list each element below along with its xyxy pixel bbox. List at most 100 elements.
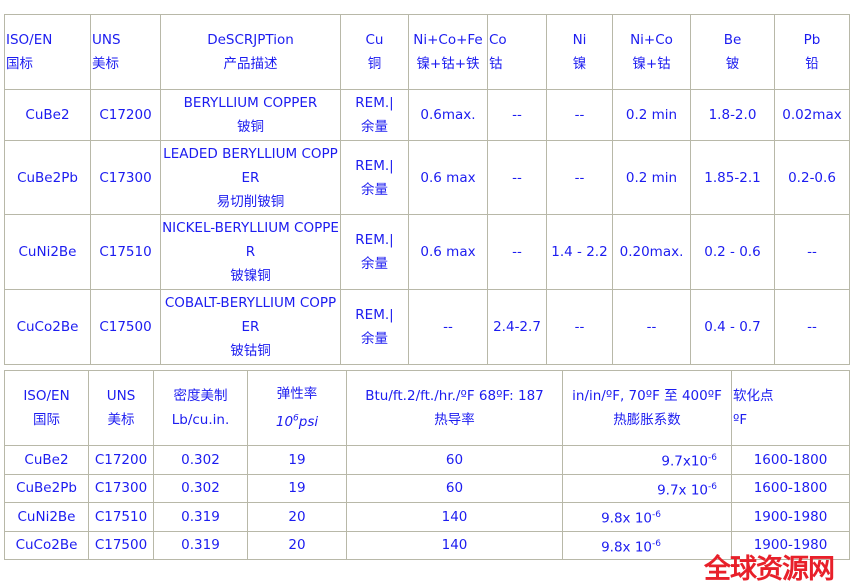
header-text: Ni+Co+Fe 镍+钴+铁 [413, 32, 483, 72]
cell-text: 0.02max [782, 107, 842, 123]
table-cell: 0.302 [153, 473, 248, 503]
table-cell: CuCo2Be [4, 530, 89, 560]
column-header: 弹性率 106psi [247, 370, 347, 446]
table-cell: C17200 [88, 445, 154, 475]
cell-text: CuNi2Be [18, 244, 77, 260]
exponent: -6 [652, 510, 661, 520]
cell-text-1: 易切削铍铜 [216, 193, 285, 210]
cell-text: -- [807, 319, 817, 335]
header-text: Ni+Co [630, 32, 673, 48]
table-cell: 60 [346, 473, 563, 503]
table-row: CuNi2Be C17510 NICKEL-BERYLLIUM COPPER 铍镍铜 R… [4, 214, 850, 290]
table-row: CuBe2 C17200 0.302 19 60 9.7x10-6 1600-1800 [4, 445, 850, 475]
table-row: CuBe2Pb C17300 LEADED BERYLLIUM COPPER 易切削铍… [4, 140, 850, 215]
table-cell: COBALT-BERYLLIUM COPPER 铍钴铜 [160, 289, 341, 365]
cell-text: -- [646, 319, 657, 335]
table-cell: -- [546, 140, 613, 215]
cell-text: 9.7x10 [661, 453, 709, 470]
cell-text: 1.8-2.0 [708, 107, 757, 123]
cell-text: CuBe2 [24, 451, 69, 468]
exponent: -6 [652, 538, 661, 549]
cell-text: C17500 [94, 537, 148, 554]
header-text: 国际 [33, 412, 60, 428]
cell-text: 0.302 [181, 480, 220, 497]
cell-text: 0.319 [181, 537, 220, 554]
table-cell: CuBe2Pb [4, 473, 89, 503]
header-text: 10 [275, 413, 294, 430]
column-header: 密度美制 Lb/cu.in. [153, 370, 248, 446]
table-cell: -- [408, 289, 488, 365]
cell-text: -- [443, 319, 453, 335]
header-text: Lb/cu.in. [171, 412, 230, 428]
table-cell: 0.2-0.6 [774, 140, 850, 215]
column-header: Co 钴 [487, 14, 547, 90]
table-cell: 0.6 max [408, 140, 488, 215]
header-text: 产品描述 [223, 56, 278, 72]
header-text: ºF [733, 412, 748, 428]
cell-text: CuCo2Be [15, 537, 78, 554]
table-cell: -- [774, 289, 850, 365]
table-cell: 19 [247, 473, 347, 503]
cell-text: CuBe2Pb [16, 480, 77, 497]
table-cell: 140 [346, 502, 563, 532]
cell-text: 20 [288, 537, 306, 554]
cell-text: C17300 [99, 169, 152, 186]
table-cell: 20 [247, 502, 347, 532]
header-text: UNS [92, 32, 121, 48]
table-cell: REM.|余量 [340, 140, 409, 215]
table-cell: -- [487, 89, 547, 141]
table-cell: C17510 [88, 502, 154, 532]
cell-text: C17300 [94, 480, 148, 497]
header-text: ISO/EN [6, 32, 53, 48]
header-text: DeSCRJPTion [207, 32, 294, 48]
cell-text: 1900-1980 [753, 508, 828, 525]
header-text: 镍 [572, 56, 587, 72]
header-text: psi [298, 413, 319, 430]
header-text: Cu [365, 32, 384, 48]
table-cell: NICKEL-BERYLLIUM COPPER 铍镍铜 [160, 214, 341, 290]
table-cell: 1600-1800 [731, 445, 850, 475]
cell-text: -- [574, 107, 585, 123]
cell-text: 1900-1980 [753, 537, 828, 554]
cell-text: C17510 [99, 244, 152, 260]
table-cell: 9.7x 10-6 [562, 473, 732, 503]
header-text: Ni [572, 32, 587, 48]
table-cell: 1.8-2.0 [690, 89, 775, 141]
cell-text: 140 [441, 537, 468, 554]
header-text: 密度美制 [173, 388, 228, 404]
table-cell: 1.4 - 2.2 [546, 214, 613, 290]
column-header: Ni 镍 [546, 14, 613, 90]
cell-text-1: 铍镍铜 [230, 268, 271, 284]
table-cell: LEADED BERYLLIUM COPPER 易切削铍铜 [160, 140, 341, 215]
cell-text: 9.8x 10 [601, 510, 653, 527]
table-cell: CuNi2Be [4, 502, 89, 532]
table-cell: C17500 [88, 530, 154, 560]
header-text: 国标 [6, 56, 33, 72]
table-cell: -- [774, 214, 850, 290]
table-cell: 0.02max [774, 89, 850, 141]
table-cell: 0.319 [153, 530, 248, 560]
cell-text: 20 [288, 508, 306, 525]
cell-text: 0.319 [181, 508, 220, 525]
table-cell: 1900-1980 [731, 502, 850, 532]
column-header: Ni+Co+Fe 镍+钴+铁 [408, 14, 488, 90]
cu-content: REM.|余量 [355, 232, 394, 272]
header-text: ISO/EN [23, 388, 70, 404]
header-text: 软化点 [733, 388, 774, 404]
cell-text: -- [574, 319, 585, 335]
table-cell: 0.2 min [612, 89, 691, 141]
composition-table: ISO/EN 国标 UNS 美标 DeSCRJPTion 产品描述 Cu 铜 Ni+Co+Fe … [4, 14, 850, 365]
table-cell: 0.4 - 0.7 [690, 289, 775, 365]
cell-text: 0.302 [181, 451, 220, 468]
cell-text-1: 铍钴铜 [230, 343, 271, 359]
header-row: ISO/EN 国标 UNS 美标 DeSCRJPTion 产品描述 Cu 铜 Ni+Co+Fe … [4, 14, 850, 90]
table-cell: 9.7x10-6 [562, 445, 732, 475]
table-cell: 1900-1980 [731, 530, 850, 560]
header-text: Pb [803, 32, 821, 48]
table-cell: C17300 [88, 473, 154, 503]
table-cell: 0.6max. [408, 89, 488, 141]
table-cell: CuCo2Be [4, 289, 91, 365]
cell-text: 0.6 max [420, 169, 476, 186]
column-header: DeSCRJPTion 产品描述 [160, 14, 341, 90]
table-cell: 60 [346, 445, 563, 475]
